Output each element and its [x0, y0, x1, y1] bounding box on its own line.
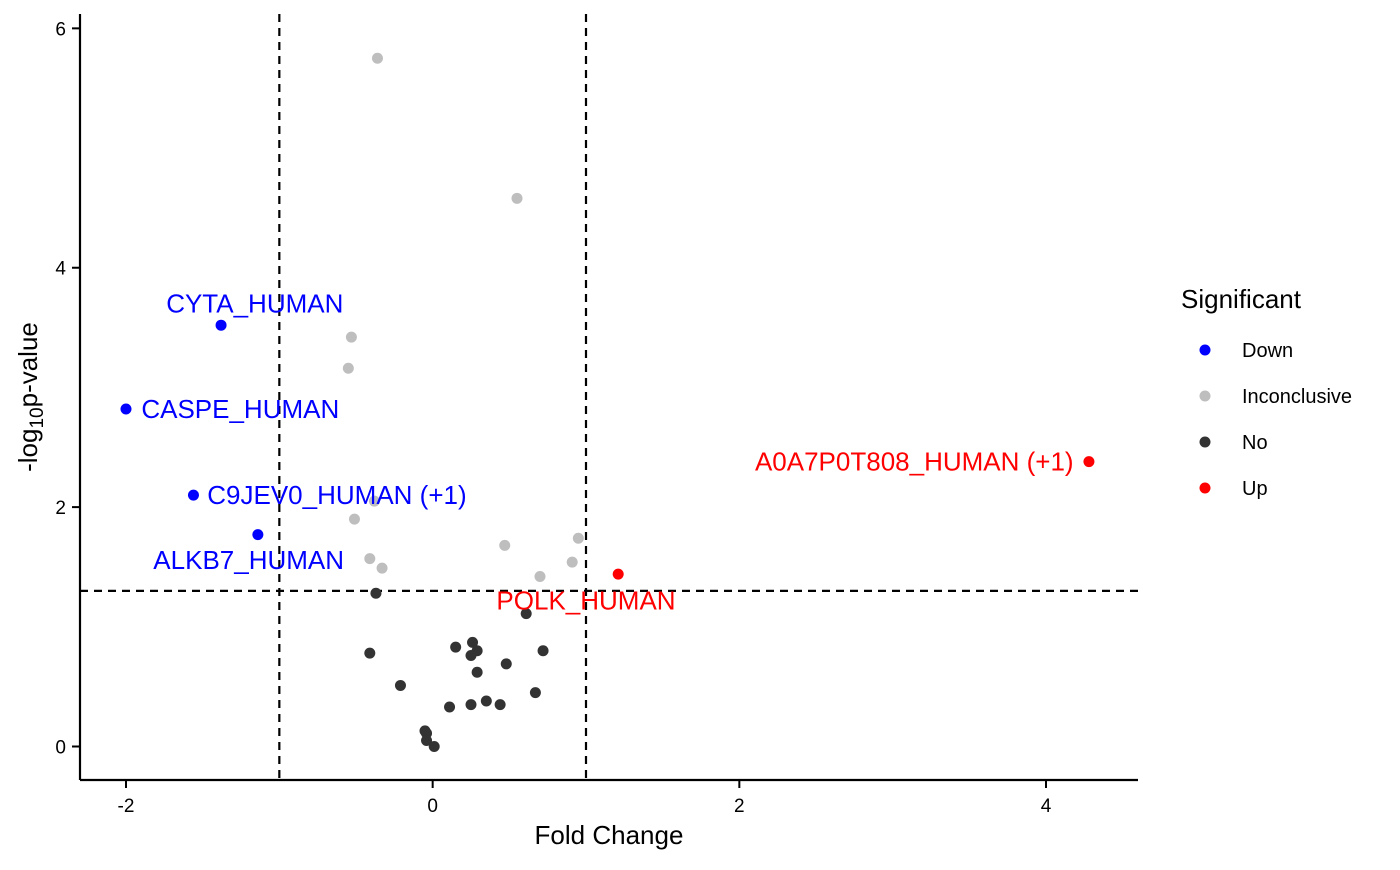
- legend-title: Significant: [1181, 284, 1302, 314]
- data-point-down-3: [252, 529, 264, 541]
- y-tick-label-2: 4: [55, 259, 66, 280]
- data-point-no-2: [467, 636, 479, 648]
- y-axis-title-subscript: 10: [27, 407, 48, 428]
- legend-label-no: No: [1242, 432, 1268, 454]
- y-axis-title-suffix: p-value: [13, 322, 43, 407]
- legend-key-no: [1199, 436, 1211, 448]
- data-point-inconclusive-11: [534, 571, 546, 583]
- data-point-inconclusive-7: [572, 532, 584, 544]
- data-point-no-9: [471, 666, 483, 678]
- data-point-no-10: [394, 679, 406, 691]
- data-point-no-19: [428, 740, 440, 752]
- data-point-inconclusive-4: [368, 495, 380, 507]
- x-tick-label-2: 2: [734, 796, 745, 817]
- y-tick-label-3: 6: [55, 19, 66, 40]
- legend-label-inconclusive: Inconclusive: [1242, 386, 1352, 408]
- data-point-no-18: [421, 735, 433, 747]
- data-point-no-5: [465, 650, 477, 662]
- data-point-inconclusive-6: [499, 539, 511, 551]
- data-point-inconclusive-0: [371, 52, 383, 64]
- plot-axes: -2 0 2 4 0 2 4 6 Fold Change -log10p-value: [13, 14, 1138, 850]
- point-label-0: CYTA_HUMAN: [166, 289, 343, 319]
- x-tick-label-0: -2: [118, 796, 135, 817]
- legend: Significant Down Inconclusive No Up: [1181, 284, 1352, 500]
- data-point-down-2: [187, 489, 199, 501]
- data-point-inconclusive-8: [364, 553, 376, 565]
- x-axis-title: Fold Change: [535, 820, 684, 850]
- legend-key-inconclusive: [1199, 390, 1211, 402]
- point-label-2: C9JEV0_HUMAN (+1): [207, 480, 466, 510]
- data-point-inconclusive-10: [566, 556, 578, 568]
- legend-label-down: Down: [1242, 340, 1293, 362]
- x-tick-label-1: 0: [427, 796, 438, 817]
- data-point-up-1: [612, 568, 624, 580]
- data-point-inconclusive-5: [348, 513, 360, 525]
- data-point-no-12: [480, 695, 492, 707]
- data-point-down-0: [215, 319, 227, 331]
- point-label-1: CASPE_HUMAN: [141, 394, 339, 424]
- plot-marks: [80, 14, 1138, 780]
- data-point-no-3: [450, 641, 462, 653]
- data-point-inconclusive-2: [345, 331, 357, 343]
- data-point-no-8: [500, 658, 512, 670]
- y-axis-title: -log10p-value: [13, 322, 48, 472]
- data-point-up-0: [1083, 456, 1095, 468]
- legend-key-up: [1199, 482, 1211, 494]
- legend-key-down: [1199, 344, 1211, 356]
- data-point-no-0: [370, 587, 382, 599]
- plot-labels: CYTA_HUMAN CASPE_HUMAN C9JEV0_HUMAN (+1) AL…: [141, 289, 1073, 616]
- data-point-no-13: [494, 699, 506, 711]
- data-point-no-11: [529, 687, 541, 699]
- data-point-no-6: [537, 645, 549, 657]
- point-label-5: POLK_HUMAN: [496, 585, 675, 615]
- data-point-inconclusive-9: [376, 562, 388, 574]
- data-point-inconclusive-3: [342, 362, 354, 374]
- data-point-no-7: [364, 647, 376, 659]
- data-point-down-1: [120, 403, 132, 415]
- y-tick-label-1: 2: [55, 498, 66, 519]
- point-label-4: A0A7P0T808_HUMAN (+1): [755, 447, 1074, 477]
- data-point-no-1: [520, 608, 532, 620]
- point-label-3: ALKB7_HUMAN: [153, 545, 344, 575]
- data-point-no-14: [465, 699, 477, 711]
- data-point-inconclusive-1: [511, 192, 523, 204]
- legend-label-up: Up: [1242, 478, 1268, 500]
- y-tick-label-0: 0: [55, 737, 66, 758]
- data-point-no-15: [444, 701, 456, 713]
- x-tick-label-3: 4: [1041, 796, 1052, 817]
- y-axis-title-prefix: -log: [13, 429, 43, 472]
